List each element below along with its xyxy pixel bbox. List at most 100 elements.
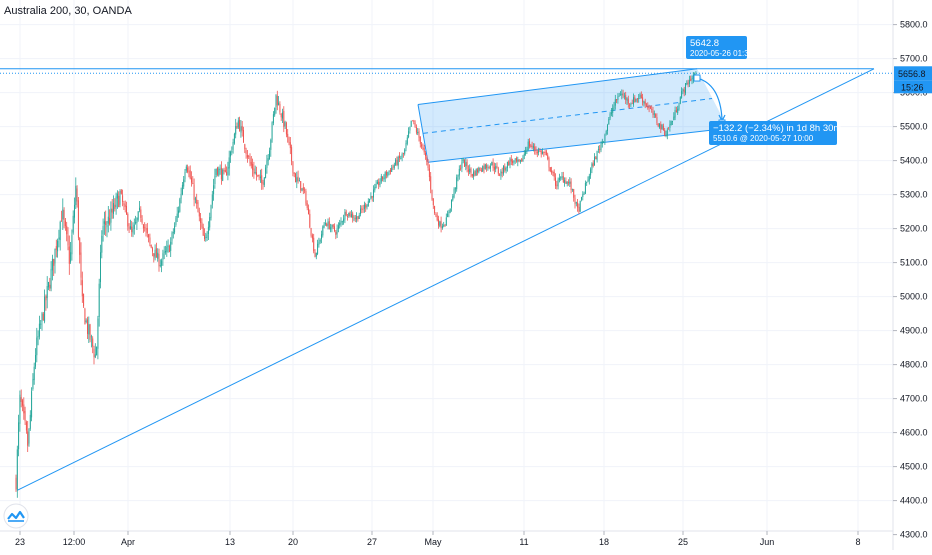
candle-body <box>103 221 105 224</box>
candle-body <box>178 210 179 214</box>
candle-body <box>241 125 243 131</box>
candle-body <box>120 190 122 194</box>
candle-body <box>127 213 129 227</box>
candle-body <box>475 169 477 176</box>
candle-body <box>76 188 78 202</box>
candle-body <box>644 101 646 105</box>
candle-body <box>666 129 668 136</box>
candle-body <box>487 167 489 169</box>
candle-body <box>137 211 139 220</box>
candle-body <box>553 171 555 177</box>
candle-body <box>604 134 606 142</box>
candle-body <box>531 145 533 148</box>
time-tick-label: Jun <box>760 537 775 547</box>
candle-body <box>49 284 51 289</box>
candle-body <box>270 139 272 150</box>
candle-body <box>690 79 692 81</box>
candle-body <box>337 225 339 229</box>
candle-body <box>651 109 653 110</box>
candle-body <box>88 324 90 335</box>
countdown-bg <box>894 80 932 94</box>
range-arrow <box>696 77 723 120</box>
candle-body <box>552 172 554 173</box>
price-tick-label: 5200.0 <box>900 224 928 234</box>
candle-body <box>66 225 68 235</box>
candle-body <box>449 208 451 213</box>
time-tick-label: 12:00 <box>63 537 86 547</box>
candle-body <box>343 218 345 222</box>
time-tick-label: 27 <box>367 537 377 547</box>
candle-body <box>189 170 191 179</box>
candle-body <box>587 179 589 182</box>
candle-body <box>461 162 463 169</box>
candle-body <box>380 176 382 182</box>
candle-body <box>165 251 166 253</box>
candle-body <box>595 157 597 160</box>
candle-body <box>118 195 120 207</box>
candle-body <box>275 94 277 107</box>
candle-body <box>209 217 211 228</box>
candle-body <box>352 213 354 219</box>
candle-body <box>171 232 173 241</box>
candle-body <box>408 131 410 138</box>
candle-body <box>425 153 426 157</box>
candle-body <box>152 248 153 252</box>
candle-body <box>616 99 618 101</box>
candle-body <box>591 163 593 170</box>
candle-body <box>41 313 43 322</box>
candle-body <box>92 338 94 347</box>
candle-body <box>374 187 376 191</box>
candle-body <box>48 282 49 288</box>
candle-body <box>205 237 207 238</box>
candle-body <box>599 148 601 150</box>
candle-body <box>620 94 621 96</box>
candle-body <box>63 210 65 220</box>
candle-body <box>508 161 510 166</box>
candle-body <box>172 232 174 234</box>
candle-body <box>308 208 309 215</box>
candle-body <box>440 221 442 228</box>
candle-body <box>659 123 660 128</box>
candle-body <box>222 169 224 181</box>
candle-body <box>243 130 244 143</box>
candle-body <box>626 98 628 101</box>
candle-body <box>648 107 650 108</box>
candle-body <box>383 177 385 180</box>
candle-body <box>259 176 261 179</box>
tradingview-logo-icon[interactable] <box>3 503 29 529</box>
candle-body <box>291 147 293 162</box>
candle-body <box>525 150 527 155</box>
candle-body <box>523 153 525 156</box>
candle-body <box>230 151 231 157</box>
candle-body <box>625 95 627 100</box>
candle-body <box>647 106 649 109</box>
candle-body <box>568 182 569 184</box>
candle-body <box>196 199 198 204</box>
candle-body <box>571 188 573 190</box>
candle-body <box>378 181 380 186</box>
candle-body <box>464 159 465 167</box>
candle-body <box>284 121 286 127</box>
candle-body <box>495 166 497 170</box>
candle-body <box>36 337 38 356</box>
candle-body <box>480 170 482 172</box>
candle-body <box>109 218 111 225</box>
candle-body <box>622 93 624 96</box>
candle-body <box>451 199 452 208</box>
candle-body <box>296 177 298 182</box>
candle-body <box>655 114 657 117</box>
candle-body <box>132 228 134 234</box>
candle-body <box>198 212 200 217</box>
candle-body <box>184 171 186 179</box>
candle-body <box>317 243 319 254</box>
candle-body <box>514 158 516 160</box>
candle-body <box>505 168 507 171</box>
candle-body <box>445 217 447 226</box>
candle-body <box>197 202 199 213</box>
candle-body <box>38 323 40 337</box>
candle-body <box>226 171 228 176</box>
candle-body <box>635 98 637 102</box>
candle-body <box>64 220 66 227</box>
